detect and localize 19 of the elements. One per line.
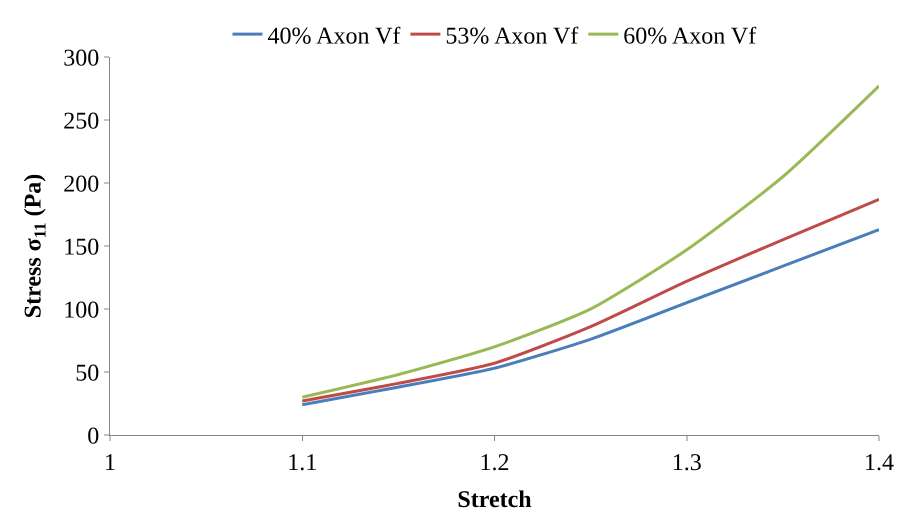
legend-label: 40% Axon Vf [268,23,400,50]
x-axis-title: Stretch [457,487,532,514]
y-tick-label: 300 [63,45,100,72]
x-tick-label: 1 [104,450,116,476]
x-tick-label: 1.1 [287,450,318,476]
x-tick-label: 1.2 [480,450,510,476]
line-series [300,228,879,406]
y-tick-label: 100 [63,297,100,324]
y-tick-label: 0 [87,423,100,450]
line-series [300,84,879,399]
legend-label: 53% Axon Vf [445,23,578,50]
y-tick-label: 200 [63,171,100,198]
x-tick-label: 1.4 [864,450,894,476]
x-tick-label: 1.3 [672,450,702,476]
legend-label: 60% Axon Vf [623,23,756,50]
y-tick-label: 150 [63,234,100,260]
line-series [300,198,879,402]
y-tick-label: 50 [75,360,100,386]
y-tick-label: 250 [63,108,100,134]
